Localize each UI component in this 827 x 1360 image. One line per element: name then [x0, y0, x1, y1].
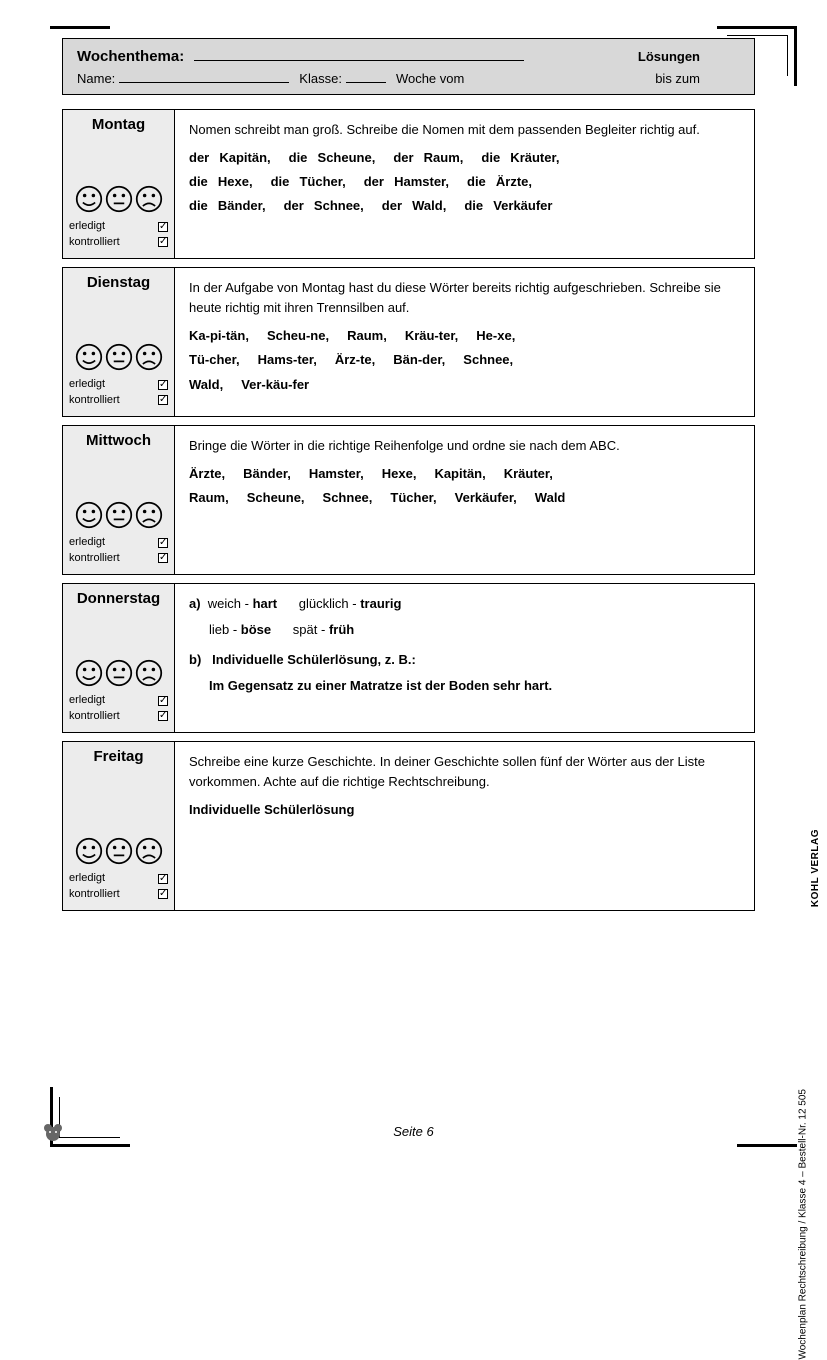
erledigt-label: erledigt: [69, 535, 105, 550]
status-checks: erledigt kontrolliert: [69, 535, 168, 566]
checkbox-icon: [158, 237, 168, 247]
word-row: Raum,Scheune,Schnee,Tücher,Verkäufer,Wal…: [189, 488, 740, 508]
smiley-row: [69, 659, 168, 687]
day-title: Dienstag: [69, 274, 168, 291]
day-body: In der Aufgabe von Montag hast du diese …: [175, 268, 754, 416]
status-checks: erledigt kontrolliert: [69, 377, 168, 408]
checkbox-icon: [158, 380, 168, 390]
side-caption: Wochenplan Rechtschreibung / Klasse 4 – …: [798, 1089, 809, 1360]
day-body: a) weich - hart glücklich - traurig lieb…: [175, 584, 754, 732]
day-block-dienstag: Dienstag erledigt kontrolliert In der Au…: [62, 267, 755, 417]
day-body: Schreibe eine kurze Geschichte. In deine…: [175, 742, 754, 910]
day-title: Donnerstag: [69, 590, 168, 607]
kontrolliert-label: kontrolliert: [69, 235, 120, 250]
kontrolliert-label: kontrolliert: [69, 709, 120, 724]
checkbox-icon: [158, 889, 168, 899]
days-container: Montag erledigt kontrolliert Nomen schre…: [62, 109, 755, 911]
day-side: Montag erledigt kontrolliert: [63, 110, 175, 258]
erledigt-label: erledigt: [69, 219, 105, 234]
word-row: der Kapitän,die Scheune,der Raum,die Krä…: [189, 148, 740, 168]
line-b: b) Individuelle Schülerlösung, z. B.:: [189, 650, 740, 670]
word-row: Ka-pi-tän,Scheu-ne,Raum,Kräu-ter,He-xe,: [189, 326, 740, 346]
task-intro: Schreibe eine kurze Geschichte. In deine…: [189, 752, 740, 792]
checkbox-icon: [158, 538, 168, 548]
klasse-label: Klasse:: [299, 71, 342, 86]
checkbox-icon: [158, 711, 168, 721]
line-b-example: Im Gegensatz zu einer Matratze ist der B…: [209, 676, 740, 696]
smiley-row: [69, 501, 168, 529]
status-checks: erledigt kontrolliert: [69, 693, 168, 724]
word-row: die Bänder,der Schnee,der Wald,die Verkä…: [189, 196, 740, 216]
smiley-row: [69, 343, 168, 371]
day-body: Nomen schreibt man groß. Schreibe die No…: [175, 110, 754, 258]
task-intro: Bringe die Wörter in die richtige Reihen…: [189, 436, 740, 456]
mouse-icon: [44, 1118, 70, 1147]
page-footer: Seite 6: [0, 1124, 827, 1139]
frame-corner: [50, 26, 110, 38]
checkbox-icon: [158, 395, 168, 405]
day-body: Bringe die Wörter in die richtige Reihen…: [175, 426, 754, 574]
kontrolliert-label: kontrolliert: [69, 551, 120, 566]
erledigt-label: erledigt: [69, 871, 105, 886]
day-side: Freitag erledigt kontrolliert: [63, 742, 175, 910]
publisher-mark: KOHL VERLAG: [810, 829, 821, 907]
klasse-blank[interactable]: [346, 71, 386, 83]
status-checks: erledigt kontrolliert: [69, 219, 168, 250]
kontrolliert-label: kontrolliert: [69, 393, 120, 408]
bis-zum-label: bis zum: [655, 71, 700, 86]
line-a2: lieb - böse spät - früh: [209, 620, 740, 640]
day-title: Mittwoch: [69, 432, 168, 449]
status-checks: erledigt kontrolliert: [69, 871, 168, 902]
task-intro: In der Aufgabe von Montag hast du diese …: [189, 278, 740, 318]
erledigt-label: erledigt: [69, 693, 105, 708]
checkbox-icon: [158, 222, 168, 232]
name-blank[interactable]: [119, 71, 289, 83]
day-block-mittwoch: Mittwoch erledigt kontrolliert Bringe di…: [62, 425, 755, 575]
day-block-freitag: Freitag erledigt kontrolliert Schreibe e…: [62, 741, 755, 911]
wochenthema-label: Wochenthema:: [77, 48, 184, 65]
worksheet-page: Wochenthema: Lösungen Name: Klasse: Woch…: [0, 0, 827, 1169]
task-intro: Nomen schreibt man groß. Schreibe die No…: [189, 120, 740, 140]
day-title: Montag: [69, 116, 168, 133]
day-side: Dienstag erledigt kontrolliert: [63, 268, 175, 416]
word-row: die Hexe,die Tücher,der Hamster,die Ärzt…: [189, 172, 740, 192]
word-row: Wald,Ver-käu-fer: [189, 375, 740, 395]
day-side: Mittwoch erledigt kontrolliert: [63, 426, 175, 574]
name-label: Name:: [77, 71, 115, 86]
header-box: Wochenthema: Lösungen Name: Klasse: Woch…: [62, 38, 755, 95]
smiley-row: [69, 185, 168, 213]
checkbox-icon: [158, 553, 168, 563]
day-side: Donnerstag erledigt kontrolliert: [63, 584, 175, 732]
day-block-montag: Montag erledigt kontrolliert Nomen schre…: [62, 109, 755, 259]
wochenthema-blank[interactable]: [194, 47, 524, 61]
woche-vom-label: Woche vom: [396, 71, 464, 86]
word-row: Tü-cher,Hams-ter,Ärz-te,Bän-der,Schnee,: [189, 350, 740, 370]
day-block-donnerstag: Donnerstag erledigt kontrolliert a) weic…: [62, 583, 755, 733]
checkbox-icon: [158, 696, 168, 706]
line-a: a) weich - hart glücklich - traurig: [189, 594, 740, 614]
smiley-row: [69, 837, 168, 865]
checkbox-icon: [158, 874, 168, 884]
day-title: Freitag: [69, 748, 168, 765]
loesungen-label: Lösungen: [638, 49, 700, 64]
erledigt-label: erledigt: [69, 377, 105, 392]
answer-line: Individuelle Schülerlösung: [189, 800, 740, 820]
kontrolliert-label: kontrolliert: [69, 887, 120, 902]
word-row: Ärzte,Bänder,Hamster,Hexe,Kapitän,Kräute…: [189, 464, 740, 484]
